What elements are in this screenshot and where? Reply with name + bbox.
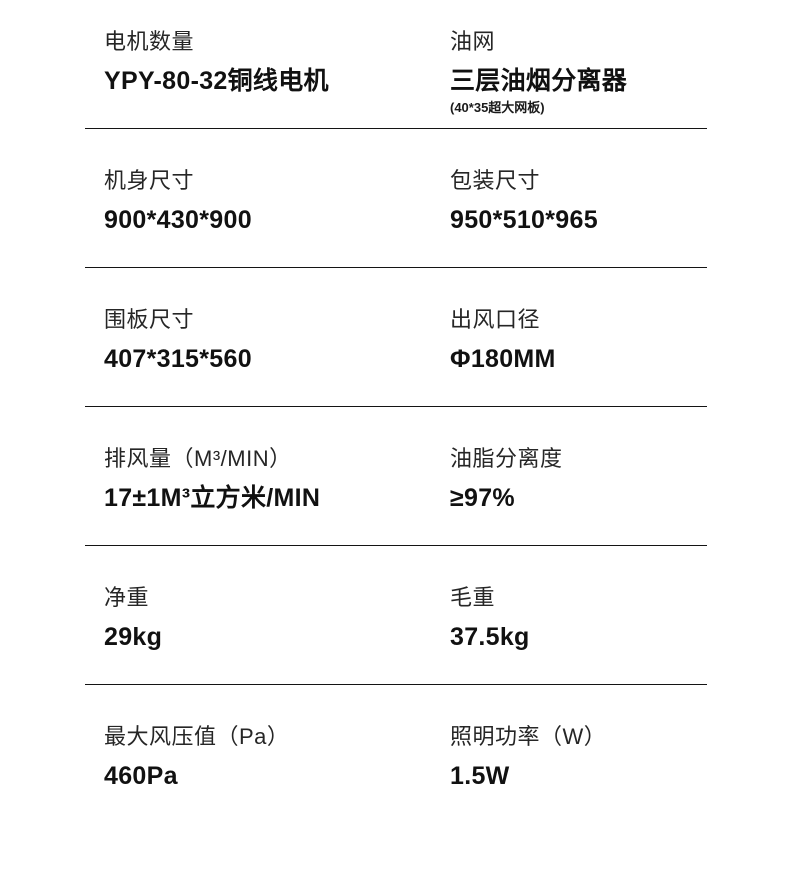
- spec-cell-outlet-diameter: 出风口径 Φ180MM: [450, 309, 707, 372]
- spec-row-pressure-light: 最大风压值（Pa） 460Pa 照明功率（W） 1.5W: [85, 685, 707, 823]
- spec-cell-motor-count: 电机数量 YPY-80-32铜线电机: [104, 31, 450, 114]
- spec-label: 毛重: [450, 585, 496, 610]
- spec-value: 407*315*560: [104, 345, 252, 373]
- spec-value: 900*430*900: [104, 206, 252, 234]
- spec-value: 460Pa: [104, 762, 178, 790]
- spec-value: ≥97%: [450, 484, 515, 512]
- spec-row-panel-outlet: 围板尺寸 407*315*560 出风口径 Φ180MM: [85, 268, 707, 407]
- spec-label: 净重: [104, 585, 150, 610]
- spec-label: 最大风压值（Pa）: [104, 724, 290, 749]
- spec-label: 包装尺寸: [450, 168, 541, 193]
- spec-value: YPY-80-32铜线电机: [104, 67, 329, 95]
- spec-row-airflow-separation: 排风量（M³/MIN） 17±1M³立方米/MIN 油脂分离度 ≥97%: [85, 407, 707, 546]
- spec-row-dimensions: 机身尺寸 900*430*900 包装尺寸 950*510*965: [85, 129, 707, 268]
- spec-row-weights: 净重 29kg 毛重 37.5kg: [85, 546, 707, 685]
- spec-cell-light-power: 照明功率（W） 1.5W: [450, 726, 707, 789]
- spec-label: 排风量（M³/MIN）: [104, 446, 292, 471]
- spec-cell-grease-separation: 油脂分离度 ≥97%: [450, 448, 707, 511]
- spec-row-motor-oilnet: 电机数量 YPY-80-32铜线电机 油网 三层油烟分离器 (40*35超大网板…: [85, 0, 707, 129]
- spec-label: 电机数量: [104, 29, 195, 54]
- spec-cell-net-weight: 净重 29kg: [104, 587, 450, 650]
- spec-cell-body-size: 机身尺寸 900*430*900: [104, 170, 450, 233]
- spec-cell-airflow: 排风量（M³/MIN） 17±1M³立方米/MIN: [104, 448, 450, 511]
- spec-value: 950*510*965: [450, 206, 598, 234]
- spec-cell-max-pressure: 最大风压值（Pa） 460Pa: [104, 726, 450, 789]
- spec-cell-gross-weight: 毛重 37.5kg: [450, 587, 707, 650]
- spec-label: 围板尺寸: [104, 307, 195, 332]
- spec-cell-panel-size: 围板尺寸 407*315*560: [104, 309, 450, 372]
- spec-note: (40*35超大网板): [450, 100, 545, 115]
- spec-value: 17±1M³立方米/MIN: [104, 484, 321, 512]
- spec-label: 机身尺寸: [104, 168, 195, 193]
- spec-label: 照明功率（W）: [450, 724, 607, 749]
- spec-cell-package-size: 包装尺寸 950*510*965: [450, 170, 707, 233]
- spec-value: 37.5kg: [450, 623, 530, 651]
- spec-value: Φ180MM: [450, 345, 556, 373]
- spec-cell-oil-net: 油网 三层油烟分离器 (40*35超大网板): [450, 29, 707, 115]
- spec-label: 油脂分离度: [450, 446, 563, 471]
- spec-value: 29kg: [104, 623, 163, 651]
- spec-value: 1.5W: [450, 762, 510, 790]
- spec-label: 出风口径: [450, 307, 541, 332]
- spec-table: 电机数量 YPY-80-32铜线电机 油网 三层油烟分离器 (40*35超大网板…: [85, 0, 707, 823]
- spec-label: 油网: [450, 29, 496, 54]
- spec-value: 三层油烟分离器: [450, 67, 628, 95]
